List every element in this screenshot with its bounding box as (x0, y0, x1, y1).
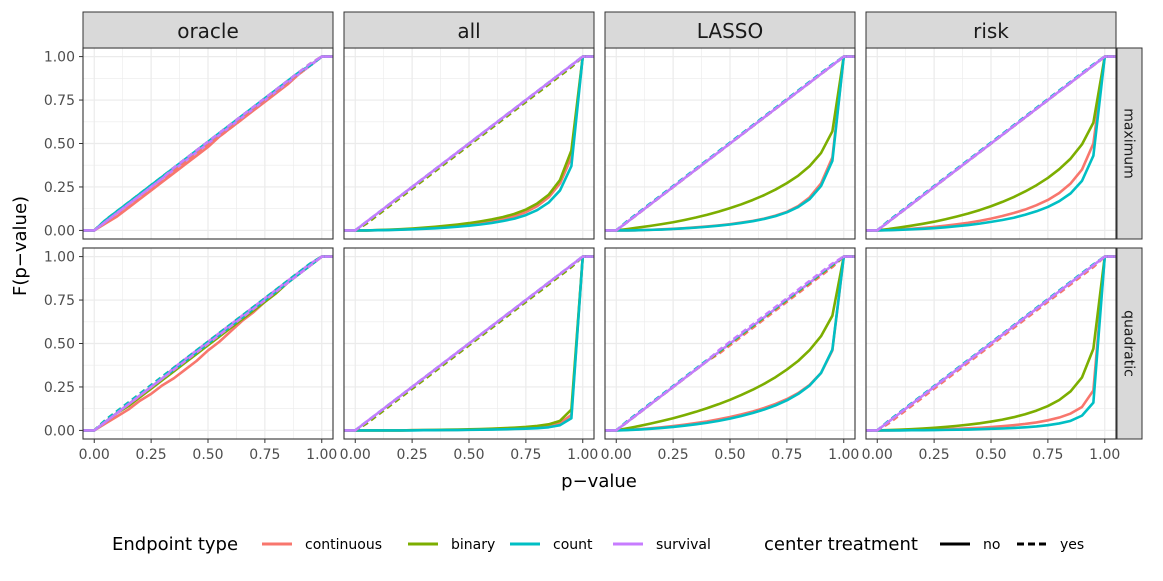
x-tick-label: 0.00 (601, 447, 632, 463)
series-line-count-no (605, 255, 855, 432)
x-tick-label: 0.00 (79, 447, 110, 463)
y-tick-label: 1.00 (44, 50, 75, 66)
series-line-count-no (605, 55, 855, 232)
column-strip-label: oracle (177, 19, 239, 43)
series-line-binary-no (605, 255, 855, 432)
series-line-continuous-yes (83, 55, 333, 232)
y-tick-label: 0.00 (44, 423, 75, 439)
series-line-survival-yes (605, 55, 855, 232)
row-strip-label: quadratic (1121, 310, 1137, 377)
y-tick-label: 0.50 (44, 337, 75, 353)
legend: Endpoint type continuous binary count su… (112, 534, 1084, 555)
x-tick-label: 1.00 (567, 447, 598, 463)
column-strips: oracle all LASSO risk (82, 11, 1117, 49)
y-axis-title: F(p−value) (10, 196, 31, 296)
x-tick-label: 1.00 (828, 447, 859, 463)
y-tick-label: 0.00 (44, 223, 75, 239)
legend-center-title: center treatment (764, 534, 918, 555)
y-tick-label: 0.75 (44, 93, 75, 109)
series-line-binary-yes (344, 55, 594, 232)
strip-risk (865, 11, 1117, 49)
x-tick-label: 1.00 (306, 447, 337, 463)
column-strip-label: LASSO (697, 19, 763, 43)
panel-quadratic-all (343, 247, 595, 440)
legend-endpoint-title: Endpoint type (112, 534, 238, 555)
series-line-binary-no (866, 55, 1116, 232)
x-axis-title: p−value (561, 471, 637, 492)
series-line-count-no (344, 255, 594, 432)
x-tick-label: 0.50 (714, 447, 745, 463)
panel-maximum-lasso (604, 47, 856, 240)
y-tick-label: 0.75 (44, 293, 75, 309)
panel-quadratic-oracle (82, 247, 334, 440)
y-tick-label: 0.25 (44, 380, 75, 396)
x-tick-label: 0.75 (510, 447, 541, 463)
x-tick-label: 0.25 (658, 447, 689, 463)
x-tick-label: 0.25 (397, 447, 428, 463)
legend-label-yes: yes (1060, 537, 1084, 553)
series-line-survival-yes (83, 255, 333, 432)
row-strips: maximum quadratic (1116, 47, 1143, 440)
x-tick-label: 0.75 (1032, 447, 1063, 463)
series-line-count-yes (83, 255, 333, 432)
x-tick-label: 0.25 (919, 447, 950, 463)
strip-maximum (1116, 47, 1143, 240)
series-line-binary-no (605, 55, 855, 232)
legend-label-continuous: continuous (305, 537, 382, 553)
series-line-survival-yes (344, 255, 594, 432)
series-line-survival-yes (866, 255, 1116, 432)
panels-layer (82, 47, 1117, 440)
strip-quadratic (1116, 247, 1143, 440)
x-tick-label: 0.75 (249, 447, 280, 463)
series-line-survival-yes (344, 55, 594, 232)
series-line-count-no (866, 55, 1116, 232)
x-tick-label: 0.50 (192, 447, 223, 463)
y-tick-label: 0.50 (44, 137, 75, 153)
series-line-count-no (344, 55, 594, 232)
panel-maximum-risk (865, 47, 1117, 240)
series-line-binary-yes (344, 255, 594, 432)
legend-label-binary: binary (451, 537, 495, 553)
series-line-survival-yes (866, 55, 1116, 232)
axes-layer: 0.000.250.500.751.000.000.250.500.751.00… (44, 50, 1121, 463)
x-tick-label: 0.00 (862, 447, 893, 463)
column-strip-label: all (457, 19, 480, 43)
x-tick-label: 0.75 (771, 447, 802, 463)
strip-all (343, 11, 595, 49)
series-line-continuous-yes (866, 255, 1116, 432)
x-tick-label: 0.00 (340, 447, 371, 463)
x-tick-label: 0.50 (975, 447, 1006, 463)
series-line-count-no (866, 255, 1116, 432)
x-tick-label: 0.50 (453, 447, 484, 463)
strip-lasso (604, 11, 856, 49)
y-tick-label: 0.25 (44, 180, 75, 196)
series-line-survival-no (83, 55, 333, 232)
strip-oracle (82, 11, 334, 49)
panel-quadratic-risk (865, 247, 1117, 440)
column-strip-label: risk (973, 19, 1009, 43)
legend-label-no: no (983, 537, 1000, 553)
row-strip-label: maximum (1121, 108, 1137, 179)
legend-label-survival: survival (656, 537, 711, 553)
panel-maximum-oracle (82, 47, 334, 240)
panel-maximum-all (343, 47, 595, 240)
legend-label-count: count (553, 537, 593, 553)
panel-quadratic-lasso (604, 247, 856, 440)
x-tick-label: 0.25 (136, 447, 167, 463)
series-line-continuous-yes (605, 255, 855, 432)
series-line-survival-yes (83, 55, 333, 232)
series-line-survival-yes (605, 255, 855, 432)
y-tick-label: 1.00 (44, 250, 75, 266)
x-tick-label: 1.00 (1089, 447, 1120, 463)
